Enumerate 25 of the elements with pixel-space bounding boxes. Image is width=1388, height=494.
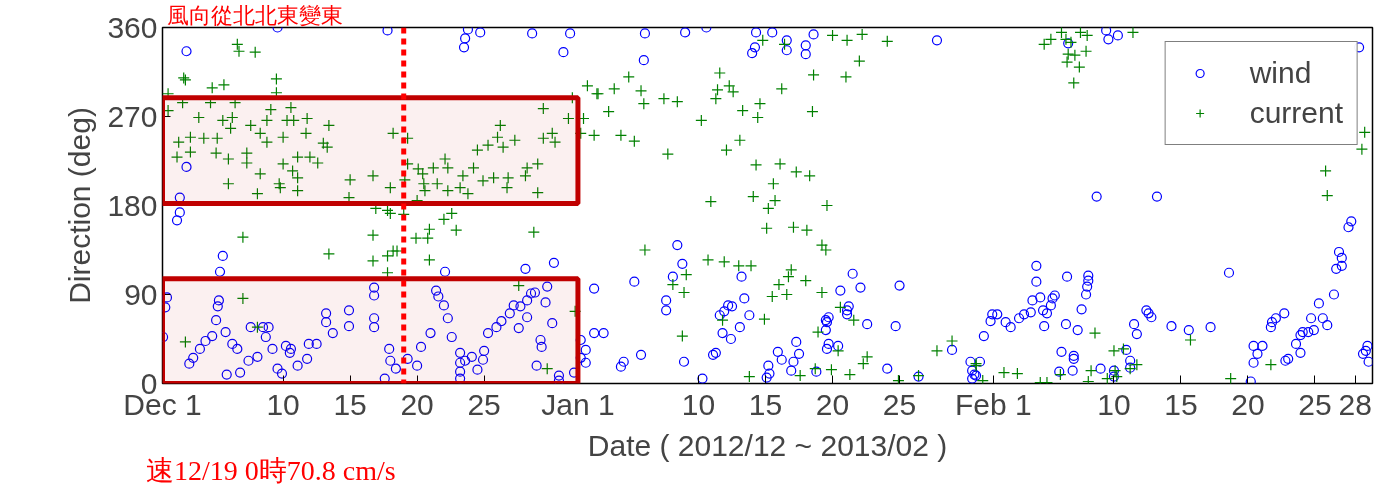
x-tick-label: 15 <box>748 387 783 421</box>
y-tick-label: 180 <box>107 188 158 222</box>
x-tick-label: 10 <box>266 387 300 421</box>
x-tick-label: 20 <box>1231 387 1265 421</box>
x-tick-label: 25 <box>467 387 501 421</box>
x-tick-label: 28 <box>1338 387 1372 421</box>
x-tick-label: 15 <box>333 387 367 421</box>
x-tick-label: Feb 1 <box>955 387 1032 421</box>
legend-label: current <box>1249 96 1343 130</box>
x-tick-label: 20 <box>400 387 434 421</box>
annotation: 風向從北北東變東 <box>166 2 343 28</box>
y-tick-label: 360 <box>107 10 158 44</box>
x-tick-label: 10 <box>1097 387 1131 421</box>
legend-label: wind <box>1249 56 1312 90</box>
x-axis-title: Date ( 2012/12 ~ 2013/02 ) <box>587 428 948 462</box>
ref-line-label: 速12/19 0時70.8 cm/s <box>146 454 396 486</box>
y-tick-label: 90 <box>124 277 158 311</box>
x-tick-label: 20 <box>815 387 850 421</box>
x-tick-label: 25 <box>882 387 917 421</box>
x-tick-label: 25 <box>1298 387 1332 421</box>
y-tick-label: 270 <box>107 99 158 133</box>
x-tick-label: Jan 1 <box>541 387 615 421</box>
x-tick-label: 15 <box>1164 387 1198 421</box>
y-axis-title: Direction (deg) <box>63 107 97 304</box>
x-tick-label: 10 <box>681 387 716 421</box>
